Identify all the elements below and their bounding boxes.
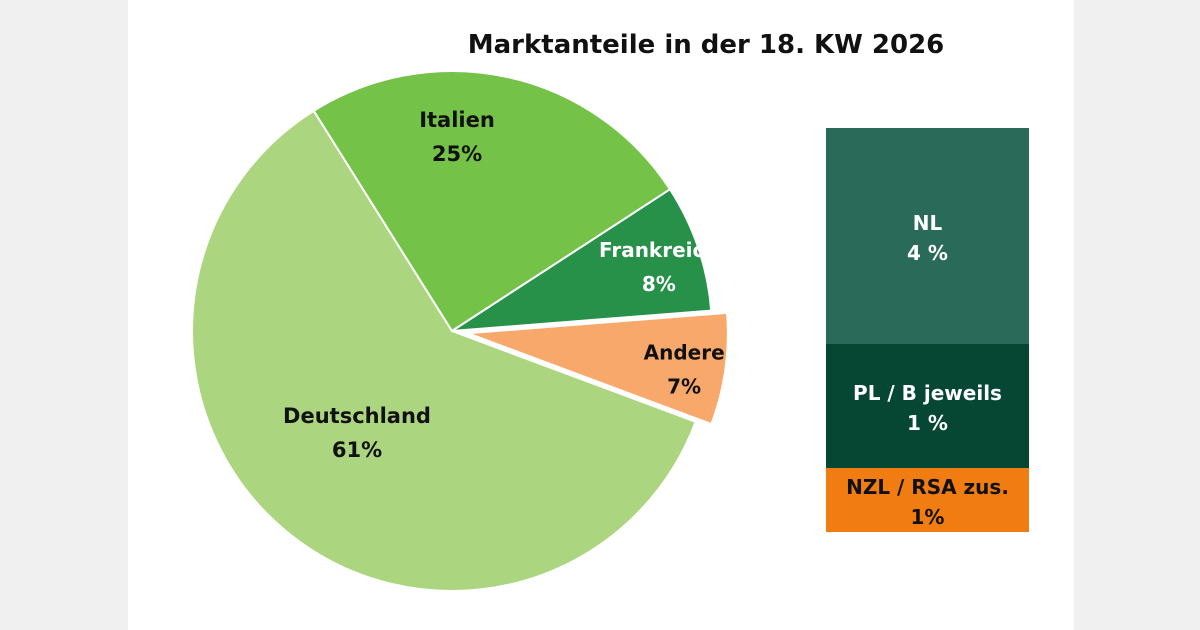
bar-segment-pl-b-jeweils bbox=[826, 344, 1029, 468]
pie-value-andere: 7% bbox=[667, 375, 701, 399]
bar-label-nl: NL bbox=[913, 211, 943, 235]
stacked-bar: NL 4 % PL / B jeweils 1 % NZL / RSA zus. 1% bbox=[826, 128, 1029, 532]
pie-label-italien: Italien bbox=[419, 108, 495, 132]
pie-label-deutschland: Deutschland bbox=[283, 404, 431, 428]
bar-segment-nl bbox=[826, 128, 1029, 344]
bar-label-pl-b-jeweils: PL / B jeweils bbox=[853, 381, 1002, 405]
pie-value-italien: 25% bbox=[432, 142, 482, 166]
bar-value-nzl-rsa-zus: 1% bbox=[911, 505, 945, 529]
pie-value-frankreich: 8% bbox=[642, 272, 676, 296]
pie-value-deutschland: 61% bbox=[332, 438, 382, 462]
pie-label-andere: Andere bbox=[644, 341, 725, 365]
pie-slice-frankreich bbox=[451, 187, 713, 332]
bar-value-pl-b-jeweils: 1 % bbox=[907, 411, 948, 435]
pie-slice-italien bbox=[312, 70, 672, 333]
bar-label-nzl-rsa-zus: NZL / RSA zus. bbox=[846, 475, 1009, 499]
pie-chart: Andere 7% Deutschland 61% Italien 25% Frankrei… bbox=[191, 70, 729, 592]
chart-title: Marktanteile in der 18. KW 2026 bbox=[467, 30, 945, 60]
bar-value-nl: 4 % bbox=[907, 241, 948, 265]
pie-slice-deutschland bbox=[191, 109, 697, 592]
pie-slice-andere bbox=[467, 311, 729, 426]
pie-label-frankreich: Frankreich bbox=[599, 238, 719, 262]
bar-segment-nzl-rsa-zus bbox=[826, 468, 1029, 532]
